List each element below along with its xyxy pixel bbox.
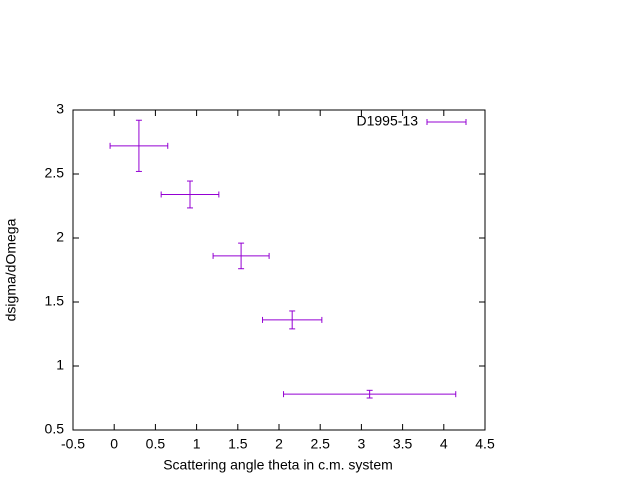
x-tick-label: 0 <box>110 436 118 452</box>
x-tick-label: 1.5 <box>228 436 248 452</box>
plot-border <box>72 109 486 431</box>
y-tick-label: 1 <box>56 357 64 373</box>
y-tick-label: 2.5 <box>45 165 65 181</box>
y-axis-label: dsigma/dOmega <box>3 218 19 321</box>
x-axis-label: Scattering angle theta in c.m. system <box>163 457 393 473</box>
x-tick-label: 2.5 <box>310 436 330 452</box>
x-tick-label: 4 <box>440 436 448 452</box>
y-tick-label: 1.5 <box>45 293 65 309</box>
x-tick-label: 4.5 <box>475 436 495 452</box>
x-tick-label: 3 <box>358 436 366 452</box>
x-tick-label: 1 <box>193 436 201 452</box>
x-tick-label: 0.5 <box>146 436 166 452</box>
y-tick-label: 3 <box>56 101 64 117</box>
x-tick-label: 3.5 <box>393 436 413 452</box>
x-tick-label: -0.5 <box>61 436 85 452</box>
y-tick-label: 2 <box>56 229 64 245</box>
x-tick-label: 2 <box>275 436 283 452</box>
y-tick-label: 0.5 <box>45 421 65 437</box>
legend-label: D1995-13 <box>357 113 419 129</box>
